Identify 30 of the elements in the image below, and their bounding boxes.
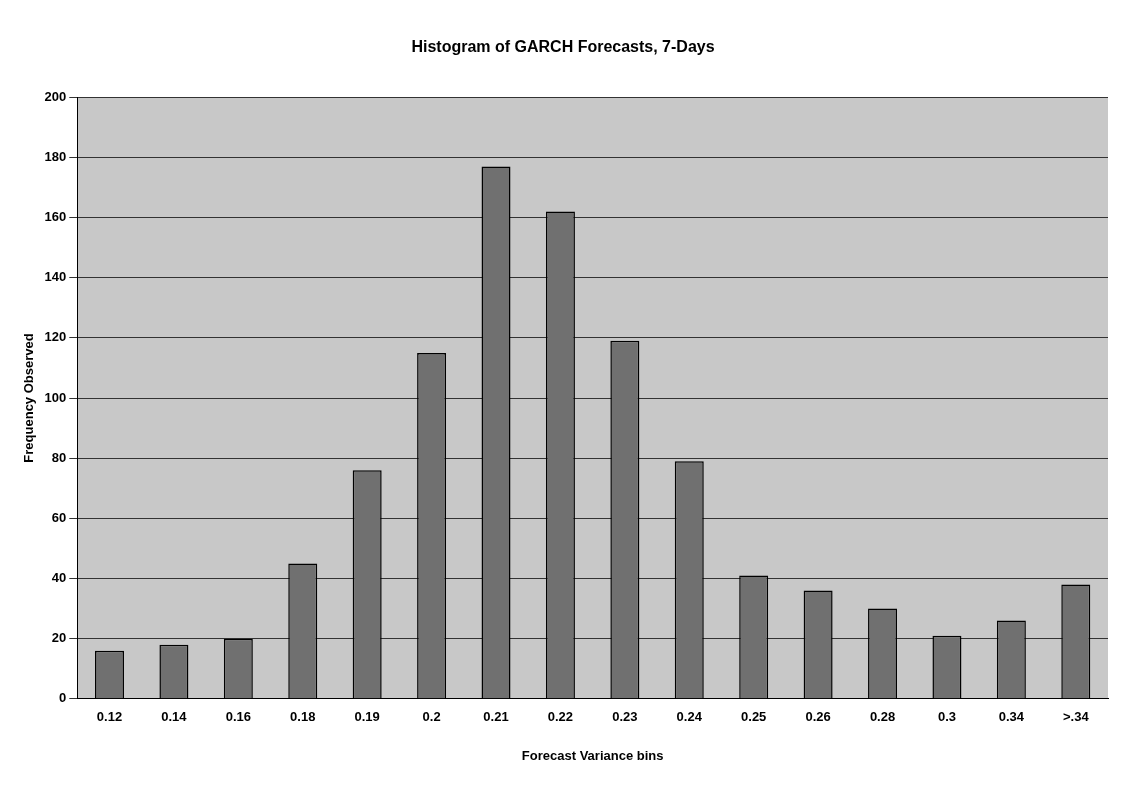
- x-tick-label: 0.23: [612, 709, 638, 725]
- x-tick-label: 0.12: [96, 709, 123, 725]
- y-tick-label: 140: [44, 269, 67, 285]
- chart-title: Histogram of GARCH Forecasts, 7-Days: [411, 38, 715, 56]
- x-tick-label: 0.18: [290, 709, 316, 725]
- y-axis-title: Frequency Observed: [21, 333, 37, 463]
- y-tick-label: 120: [44, 329, 67, 345]
- x-axis-title: Forecast Variance bins: [521, 747, 664, 763]
- y-tick-label: 80: [51, 449, 67, 465]
- x-tick-label: 0.22: [547, 709, 574, 725]
- x-tick-label: 0.24: [676, 709, 703, 725]
- y-tick-label: 160: [44, 209, 67, 225]
- x-tick-label: 0.3: [937, 709, 956, 725]
- x-tick-label: >.34: [1062, 709, 1090, 725]
- x-tick-label: 0.28: [869, 709, 896, 725]
- x-tick-label: 0.14: [161, 709, 188, 725]
- x-tick-label: 0.21: [483, 709, 509, 725]
- x-tick-label: 0.19: [354, 709, 380, 725]
- y-tick-label: 60: [51, 509, 67, 525]
- x-tick-label: 0.34: [998, 709, 1025, 725]
- y-tick-label: 200: [44, 88, 67, 104]
- y-tick-label: 40: [51, 570, 67, 586]
- x-tick-label: 0.2: [422, 709, 441, 725]
- x-tick-label: 0.26: [805, 709, 831, 725]
- y-tick-label: 100: [44, 389, 67, 405]
- y-tick-label: 20: [51, 630, 67, 646]
- y-tick-label: 180: [44, 148, 67, 164]
- x-tick-label: 0.16: [225, 709, 251, 725]
- x-tick-label: 0.25: [741, 709, 767, 725]
- y-tick-label: 0: [59, 690, 67, 706]
